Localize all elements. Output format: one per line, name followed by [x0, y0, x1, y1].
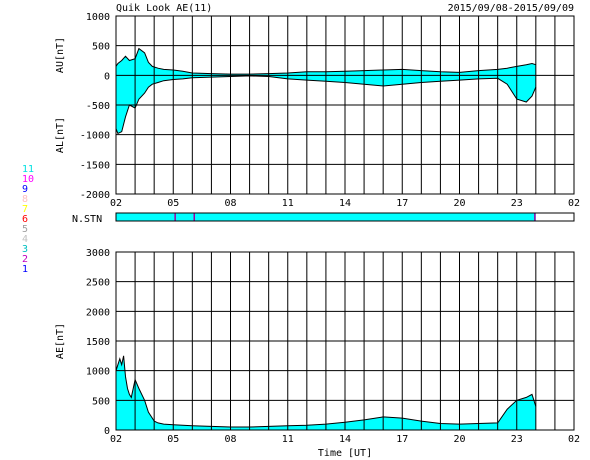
series-area-1: [116, 75, 536, 134]
y-tick-label: 3000: [86, 248, 110, 259]
x-tick-label: 20: [453, 434, 465, 445]
station-legend-entry: 10: [22, 174, 34, 185]
x-tick-label: 02: [110, 198, 122, 209]
station-legend-entry: 5: [22, 224, 28, 235]
al-axis-label: AL[nT]: [55, 117, 66, 153]
y-tick-label: 2000: [86, 307, 110, 318]
au-axis-label: AU[nT]: [55, 37, 66, 73]
au-al-frame: [115, 15, 575, 195]
series-line-1: [115, 75, 537, 135]
y-tick-label: 1000: [86, 367, 110, 378]
station-legend-entry: 3: [22, 244, 28, 255]
x-tick-label: 11: [282, 434, 294, 445]
n-stn-panel: N.STN: [72, 212, 575, 225]
station-legend-entry: 4: [22, 234, 28, 245]
x-tick-label: 05: [167, 198, 179, 209]
ae-panel: 3000 2500 2000 1500 1000 500 0 02 05 08 11 14 17 20 2…: [55, 248, 580, 459]
y-tick-label: 1500: [86, 337, 110, 348]
ae-frame: [115, 251, 575, 431]
y-tick-label: 2500: [86, 278, 110, 289]
y-tick-label: 500: [92, 42, 110, 53]
x-tick-label: 02: [568, 198, 580, 209]
y-tick-label: -2000: [80, 190, 110, 201]
time-axis-label: Time [UT]: [318, 448, 372, 459]
y-tick-label: -1000: [80, 131, 110, 142]
x-tick-label: 02: [568, 434, 580, 445]
x-tick-label: 23: [511, 198, 523, 209]
x-tick-label: 02: [110, 434, 122, 445]
n-stn-label: N.STN: [72, 214, 102, 225]
x-tick-label: 17: [396, 434, 408, 445]
station-legend-entry: 6: [22, 214, 28, 225]
x-tick-label: 11: [282, 198, 294, 209]
station-legend-entry: 7: [22, 204, 28, 215]
y-tick-label: 0: [104, 426, 110, 437]
station-count-segment: [116, 213, 536, 221]
x-tick-label: 08: [224, 198, 236, 209]
y-tick-label: -1500: [80, 160, 110, 171]
series-line-0: [115, 47, 536, 75]
y-tick-label: 0: [104, 71, 110, 82]
x-tick-label: 17: [396, 198, 408, 209]
series-line-0: [115, 355, 537, 428]
x-tick-label: 23: [511, 434, 523, 445]
station-legend-entry: 2: [22, 254, 28, 265]
chart-title: Quik Look AE(11): [116, 3, 212, 14]
series-area-0: [116, 48, 536, 76]
x-tick-label: 20: [453, 198, 465, 209]
y-tick-label: 500: [92, 396, 110, 407]
n-stn-frame: [115, 212, 575, 222]
date-range: 2015/09/08-2015/09/09: [448, 3, 574, 14]
station-legend-entry: 11: [22, 164, 34, 175]
au-al-panel: 1000 500 0 -500 -1000 -1500 -2000 02 05 08 11 14 17…: [55, 12, 580, 209]
x-tick-label: 05: [167, 434, 179, 445]
station-legend-entry: 1: [22, 264, 28, 275]
ae-axis-label: AE[nT]: [55, 323, 66, 359]
station-legend-entry: 8: [22, 194, 28, 205]
y-tick-label: -500: [86, 101, 110, 112]
x-tick-label: 08: [224, 434, 236, 445]
x-tick-label: 14: [339, 434, 351, 445]
station-legend-entry: 9: [22, 184, 28, 195]
x-tick-label: 14: [339, 198, 351, 209]
y-tick-label: 1000: [86, 12, 110, 23]
